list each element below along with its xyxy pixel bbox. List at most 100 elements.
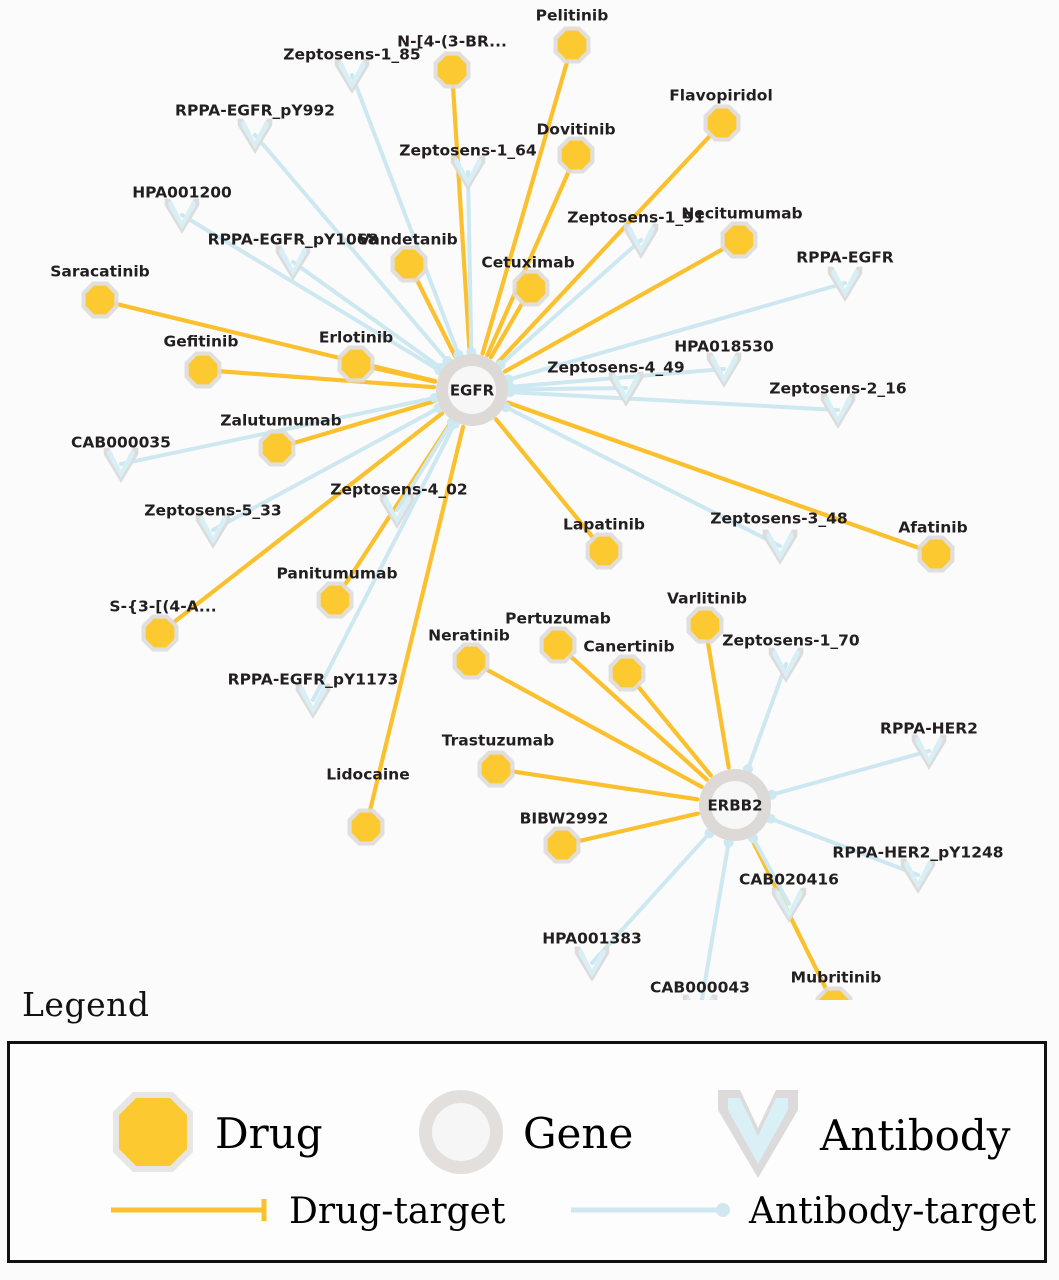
- gene-node[interactable]: [436, 354, 508, 426]
- drug-node[interactable]: [815, 986, 853, 1000]
- drug-target-edge[interactable]: [493, 417, 607, 554]
- drug-target-edge[interactable]: [485, 152, 579, 358]
- legend-shape-row: Drug Gene: [10, 1074, 1044, 1189]
- drug-node[interactable]: [141, 614, 179, 652]
- antibody-node[interactable]: [275, 245, 311, 281]
- drug-target-edge[interactable]: [274, 398, 438, 451]
- drug-node[interactable]: [390, 245, 428, 283]
- antibody-node[interactable]: [195, 513, 231, 549]
- network-canvas[interactable]: Zeptosens-1_85 RPPA-EGFR_pY992 Zeptosens-1…: [0, 0, 1059, 1000]
- drug-node[interactable]: [337, 345, 375, 383]
- antibody-node[interactable]: [762, 529, 798, 565]
- drug-target-edge[interactable]: [157, 411, 445, 636]
- drug-node-label: Trastuzumab: [442, 732, 554, 750]
- legend-item-drug: Drug: [105, 1084, 323, 1184]
- antibody-target-edge[interactable]: [699, 840, 731, 1000]
- antibody-target-edge[interactable]: [503, 405, 782, 548]
- antibody-node[interactable]: [682, 994, 718, 1000]
- drug-node[interactable]: [686, 606, 724, 644]
- antibody-node[interactable]: [450, 155, 486, 191]
- antibody-target-edge[interactable]: [507, 390, 840, 412]
- drug-node[interactable]: [553, 26, 591, 64]
- drug-node[interactable]: [917, 535, 955, 573]
- nodes-layer[interactable]: [81, 26, 955, 1000]
- antibody-target-edge[interactable]: [751, 836, 791, 906]
- antibody-node[interactable]: [827, 266, 863, 302]
- antibody-target-edge[interactable]: [590, 831, 712, 965]
- antibody-node-label: Zeptosens-3_48: [710, 510, 847, 528]
- drug-node[interactable]: [477, 750, 515, 788]
- drug-node-label: Dovitinib: [536, 121, 615, 139]
- antibody-node[interactable]: [237, 118, 273, 154]
- antibody-target-edge[interactable]: [395, 420, 454, 512]
- drug-target-edge[interactable]: [363, 424, 466, 830]
- drug-node[interactable]: [316, 581, 354, 619]
- antibody-target-edge[interactable]: [211, 406, 441, 532]
- antibody-node[interactable]: [103, 447, 139, 483]
- antibody-node[interactable]: [623, 223, 659, 259]
- drug-node[interactable]: [433, 51, 471, 89]
- drug-node[interactable]: [720, 221, 758, 259]
- antibody-node[interactable]: [334, 58, 370, 94]
- drug-target-edge[interactable]: [555, 642, 709, 782]
- drug-target-edge[interactable]: [702, 622, 731, 770]
- antibody-target-edge[interactable]: [498, 238, 643, 367]
- antibody-node[interactable]: [295, 683, 331, 719]
- antibody-target-edge[interactable]: [745, 662, 788, 772]
- antibody-target-edge[interactable]: [311, 421, 457, 702]
- antibody-node[interactable]: [911, 734, 947, 770]
- legend-item-antibody-target: Antibody-target: [565, 1194, 1036, 1230]
- drug-target-edge[interactable]: [559, 811, 701, 848]
- drug-node[interactable]: [81, 281, 119, 319]
- drug-target-edge[interactable]: [503, 237, 742, 374]
- antibody-node[interactable]: [900, 858, 936, 894]
- gene-node[interactable]: [699, 769, 771, 841]
- drug-node[interactable]: [452, 642, 490, 680]
- drug-node-label: Flavopiridol: [669, 87, 773, 105]
- antibody-target-edge[interactable]: [506, 281, 847, 382]
- drug-target-edge[interactable]: [493, 766, 700, 802]
- drug-node[interactable]: [557, 136, 595, 174]
- antibody-node[interactable]: [771, 887, 807, 923]
- antibody-target-edge[interactable]: [507, 386, 628, 392]
- antibody-node[interactable]: [574, 946, 610, 982]
- antibody-node[interactable]: [164, 198, 200, 234]
- drug-node[interactable]: [585, 532, 623, 570]
- drug-node[interactable]: [539, 626, 577, 664]
- antibody-node-label: CAB020416: [739, 871, 839, 889]
- drug-node[interactable]: [184, 351, 222, 389]
- drug-node[interactable]: [258, 429, 296, 467]
- antibody-target-edge[interactable]: [768, 816, 920, 877]
- drug-target-edge[interactable]: [749, 836, 834, 1000]
- antibody-node[interactable]: [379, 493, 415, 529]
- drug-node[interactable]: [543, 826, 581, 864]
- network-svg[interactable]: Zeptosens-1_85 RPPA-EGFR_pY992 Zeptosens-1…: [0, 0, 1059, 1000]
- antibody-node-label: RPPA-EGFR_pY1068: [208, 231, 379, 249]
- drug-target-edge[interactable]: [200, 367, 437, 390]
- antibody-target-edge[interactable]: [466, 170, 474, 355]
- antibody-target-edge[interactable]: [253, 133, 450, 364]
- antibody-target-edge[interactable]: [769, 749, 931, 797]
- drug-node[interactable]: [703, 104, 741, 142]
- antibody-node[interactable]: [768, 647, 804, 683]
- legend-edge-row: Drug-target Antibody-target: [10, 1194, 1044, 1254]
- drug-target-edge[interactable]: [468, 658, 704, 789]
- drug-target-edge[interactable]: [505, 400, 939, 557]
- antibody-node[interactable]: [820, 393, 856, 429]
- antibody-target-edge[interactable]: [180, 213, 442, 373]
- antibody-node-label: RPPA-EGFR: [796, 249, 894, 267]
- drug-node[interactable]: [347, 808, 385, 846]
- drug-target-edge[interactable]: [495, 120, 725, 365]
- drug-target-edge[interactable]: [480, 42, 575, 356]
- antibody-target-edge[interactable]: [350, 73, 461, 357]
- antibody-node-label: Zeptosens-2_16: [769, 380, 906, 398]
- drug-node-label: Vandetanib: [358, 231, 458, 249]
- antibody-node[interactable]: [608, 371, 644, 407]
- drug-target-edge[interactable]: [449, 67, 472, 355]
- antibody-node[interactable]: [706, 352, 742, 388]
- antibody-target-edge[interactable]: [291, 260, 444, 370]
- drug-node[interactable]: [512, 269, 550, 307]
- drug-target-edge[interactable]: [624, 670, 714, 778]
- drug-node[interactable]: [608, 654, 646, 692]
